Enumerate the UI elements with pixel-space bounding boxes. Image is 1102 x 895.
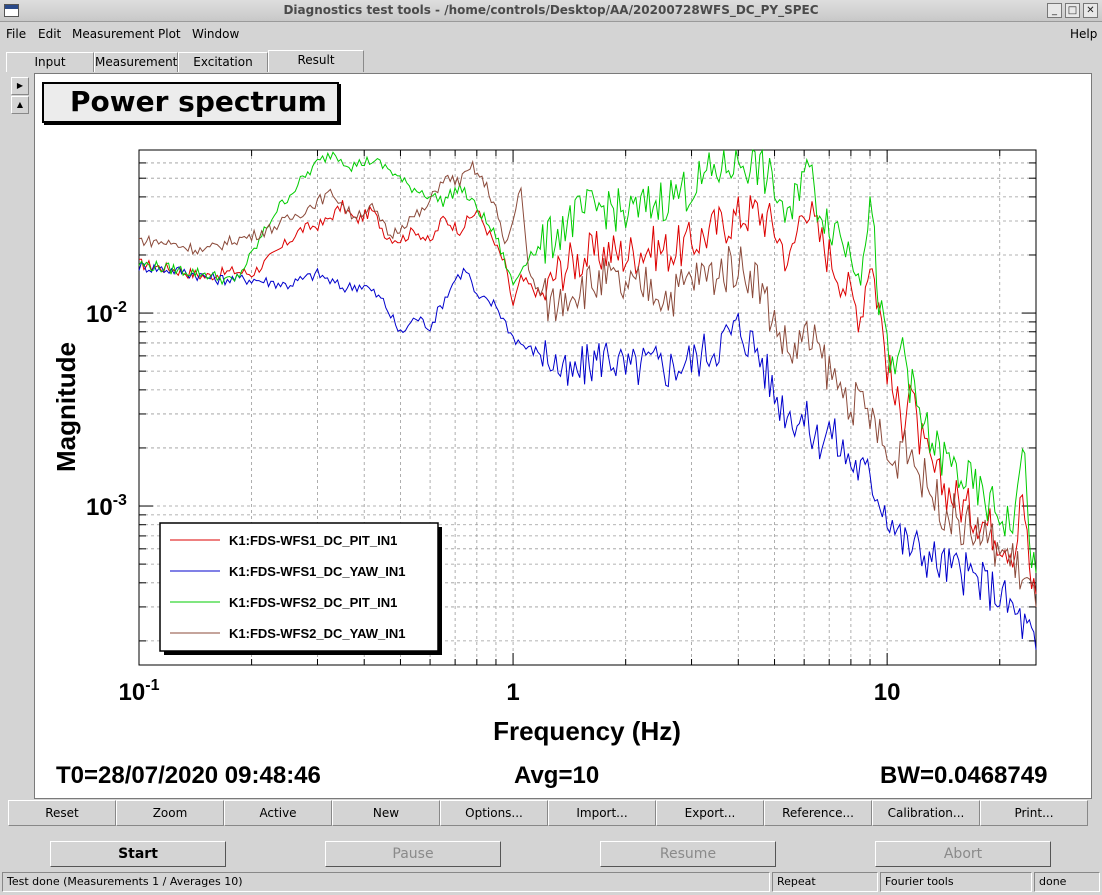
maximize-button[interactable]: □	[1065, 3, 1080, 18]
series-line-3	[138, 148, 1037, 573]
t0-readout: T0=28/07/2020 09:48:46	[56, 762, 321, 789]
window-titlebar: Diagnostics test tools - /home/controls/…	[0, 0, 1102, 22]
minimize-button[interactable]: _	[1047, 3, 1062, 18]
menubar: File Edit Measurement Plot Window Help	[0, 23, 1102, 45]
legend-label: K1:FDS-WFS1_DC_YAW_IN1	[229, 564, 406, 579]
series-layer	[138, 148, 1037, 650]
menu-measurement[interactable]: Measurement	[72, 27, 155, 41]
y-tick-label: 10-3	[86, 492, 127, 521]
menu-plot[interactable]: Plot	[158, 27, 181, 41]
legend: K1:FDS-WFS1_DC_PIT_IN1 K1:FDS-WFS1_DC_YAW…	[159, 522, 442, 655]
tab-measurement[interactable]: Measurement	[94, 52, 178, 72]
tab-result[interactable]: Result	[268, 50, 364, 72]
scroll-right-icon[interactable]: ▶	[11, 77, 29, 95]
avg-readout: Avg=10	[514, 762, 600, 789]
menu-help[interactable]: Help	[1070, 27, 1098, 41]
resume-button[interactable]: Resume	[600, 841, 776, 867]
x-tick-labels: 10-1 1 10	[119, 677, 901, 706]
y-tick-labels: 10-2 10-3	[86, 299, 127, 521]
status-state: done	[1034, 872, 1100, 892]
export-button[interactable]: Export...	[656, 800, 764, 826]
x-axis-label: Frequency (Hz)	[493, 716, 681, 746]
tab-input[interactable]: Input	[6, 52, 94, 72]
active-button[interactable]: Active	[224, 800, 332, 826]
tab-excitation[interactable]: Excitation	[178, 52, 268, 72]
pause-button[interactable]: Pause	[325, 841, 501, 867]
legend-label: K1:FDS-WFS2_DC_PIT_IN1	[229, 595, 397, 610]
plot-button-row: Reset Zoom Active New Options... Import.…	[8, 800, 1090, 826]
y-axis-label: Magnitude	[51, 342, 81, 472]
close-button[interactable]: ✕	[1083, 3, 1098, 18]
window-icon[interactable]	[4, 4, 19, 17]
bw-readout: BW=0.0468749	[880, 762, 1048, 789]
reset-button[interactable]: Reset	[8, 800, 116, 826]
scroll-up-icon[interactable]: ▲	[11, 96, 29, 114]
status-message: Test done (Measurements 1 / Averages 10)	[2, 872, 770, 892]
new-button[interactable]: New	[332, 800, 440, 826]
x-tick-label: 1	[506, 679, 519, 706]
plot-axes-frame	[138, 149, 1037, 666]
plot-title: Power spectrum	[42, 82, 339, 123]
status-mode: Repeat	[772, 872, 878, 892]
status-tool: Fourier tools	[880, 872, 1032, 892]
y-tick-label: 10-2	[86, 299, 127, 328]
x-tick-label: 10-1	[119, 677, 160, 706]
series-line-2	[138, 261, 1037, 650]
start-button[interactable]: Start	[50, 841, 226, 867]
legend-label: K1:FDS-WFS2_DC_YAW_IN1	[229, 626, 406, 641]
menu-file[interactable]: File	[6, 27, 27, 41]
plot-panel[interactable]	[34, 73, 1092, 799]
axis-ticks	[138, 149, 1036, 665]
menu-window[interactable]: Window	[192, 27, 240, 41]
abort-button[interactable]: Abort	[875, 841, 1051, 867]
print-button[interactable]: Print...	[980, 800, 1088, 826]
menu-edit[interactable]: Edit	[38, 27, 62, 41]
status-bar: Test done (Measurements 1 / Averages 10)…	[0, 871, 1102, 895]
reference-button[interactable]: Reference...	[764, 800, 872, 826]
x-tick-label: 10	[874, 679, 901, 706]
plot-grid	[138, 149, 1036, 665]
series-line-4	[138, 159, 1037, 607]
legend-label: K1:FDS-WFS1_DC_PIT_IN1	[229, 533, 397, 548]
legend-box	[159, 522, 439, 652]
import-button[interactable]: Import...	[548, 800, 656, 826]
calibration-button[interactable]: Calibration...	[872, 800, 980, 826]
window-title: Diagnostics test tools - /home/controls/…	[283, 3, 819, 17]
options-button[interactable]: Options...	[440, 800, 548, 826]
zoom-button[interactable]: Zoom	[116, 800, 224, 826]
